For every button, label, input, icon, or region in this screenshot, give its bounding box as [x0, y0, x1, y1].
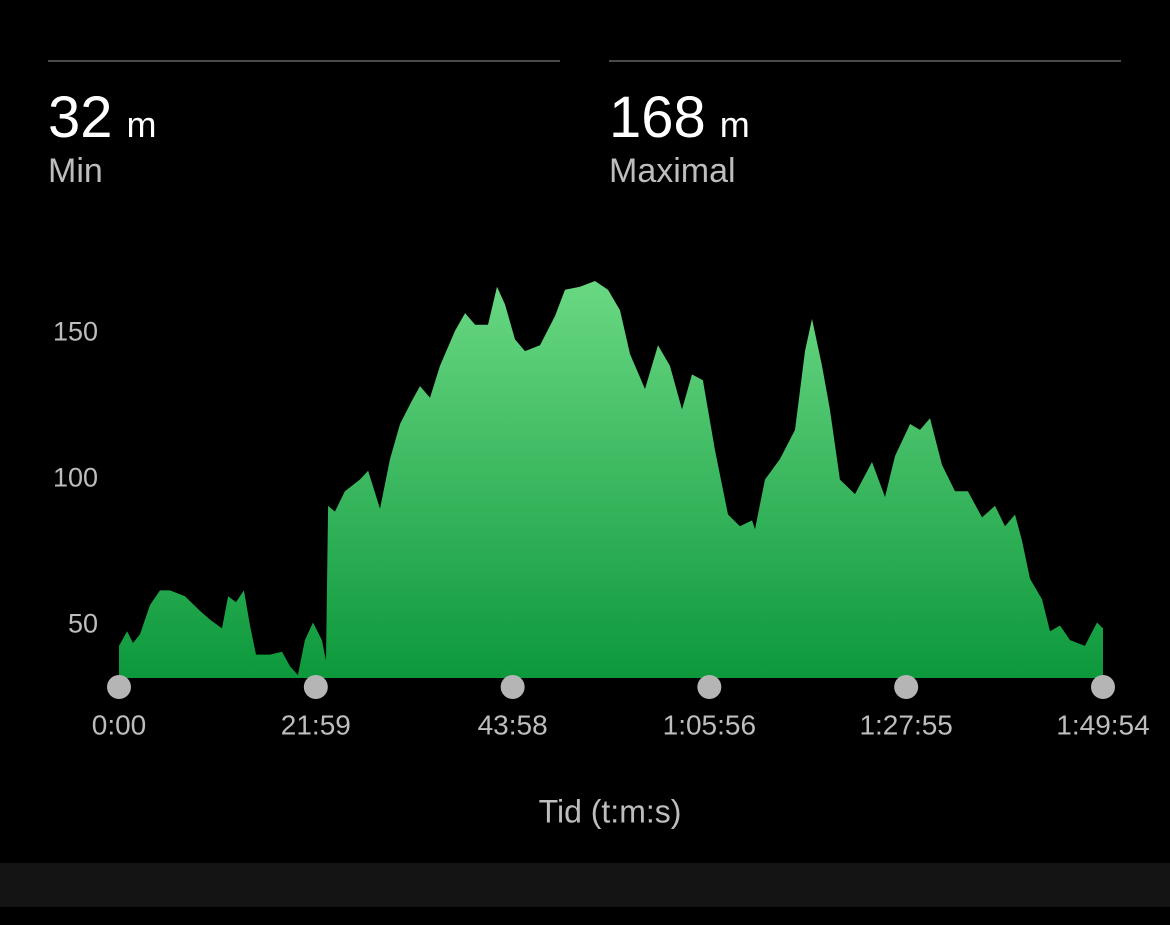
stat-label: Min [48, 152, 103, 190]
elevation-area [119, 281, 1103, 678]
stat-max: 168 m Maximal [609, 60, 1121, 190]
stat-number: 168 [609, 85, 706, 150]
x-tick-label: 43:58 [478, 709, 548, 740]
x-tick-dot [303, 675, 328, 699]
stat-value: 168 m [609, 84, 750, 151]
x-tick-dot [697, 675, 722, 699]
x-tick-dot [500, 675, 525, 699]
stat-unit: m [719, 104, 750, 145]
y-tick-label: 50 [68, 609, 98, 639]
x-tick-dot [107, 675, 131, 699]
x-tick-label: 1:27:55 [859, 709, 952, 740]
x-tick-label: 0:00 [92, 709, 147, 740]
x-tick-dot [1091, 675, 1115, 699]
x-tick-label: 21:59 [281, 709, 351, 740]
y-tick-label: 100 [53, 463, 98, 493]
x-tick-dot [894, 675, 919, 699]
stat-label: Maximal [609, 152, 736, 190]
y-tick-label: 150 [53, 317, 98, 347]
stat-unit: m [126, 104, 157, 145]
x-axis-title: Tid (t:m:s) [539, 793, 682, 829]
stat-min: 32 m Min [48, 60, 560, 190]
bottom-bar [0, 863, 1170, 907]
stat-number: 32 [48, 85, 113, 150]
x-tick-label: 1:05:56 [663, 709, 756, 740]
x-tick-label: 1:49:54 [1056, 709, 1149, 740]
stat-value: 32 m [48, 84, 157, 151]
